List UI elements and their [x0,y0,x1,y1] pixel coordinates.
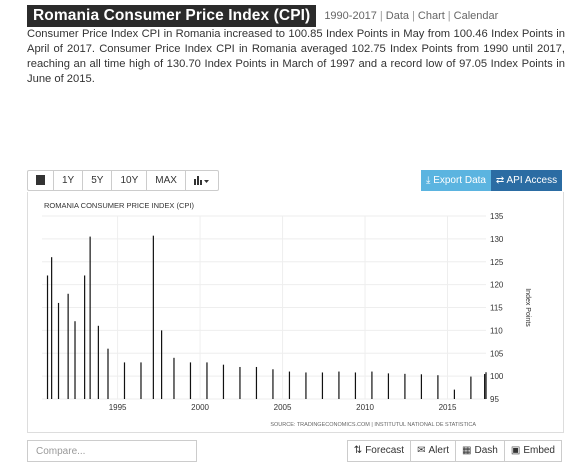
alert-icon: ✉ [417,445,426,456]
embed-button[interactable]: ▣ Embed [504,440,562,462]
page-title: Romania Consumer Price Index (CPI) [27,5,317,27]
footer-buttons: ⇅ Forecast ✉ Alert ▦ Dash ▣ Embed [346,440,562,462]
source-label: SOURCE: TRADINGECONOMICS.COM | INSTITUTU… [270,422,476,428]
y-tick-label: 135 [490,212,504,221]
cpi-bar [84,275,86,399]
cpi-bar [437,375,439,399]
y-tick-label: 110 [490,326,503,335]
range-10y-button[interactable]: 10Y [112,170,148,191]
forecast-button[interactable]: ⇅ Forecast [346,440,412,462]
cpi-bar [453,389,455,399]
cpi-bar [420,374,423,399]
y-tick-label: 100 [490,372,504,381]
cpi-bar [470,376,472,399]
y-tick-label: 125 [490,258,504,267]
api-access-label: API Access [506,175,558,186]
cpi-bar [206,362,208,399]
range-1y-button[interactable]: 1Y [54,170,84,191]
bar-chart-icon [193,175,209,185]
forecast-icon: ⇅ [353,445,363,456]
x-tick-label: 1995 [109,403,127,412]
cpi-bar [152,235,154,399]
cpi-bar [272,369,274,399]
separator: | [447,10,451,22]
swap-icon: ⇄ [495,175,505,186]
dash-label: Dash [474,445,498,456]
cpi-bar [354,372,357,399]
alert-label: Alert [428,445,450,456]
cpi-bar [67,293,69,399]
cpi-bar [371,371,373,399]
cpi-bar [107,348,109,399]
cpi-bar [189,362,192,399]
calendar-button[interactable] [27,170,54,191]
y-tick-label: 105 [490,349,504,358]
cpi-chart: ROMANIA CONSUMER PRICE INDEX (CPI) 95 100 1… [42,201,531,428]
embed-icon: ▣ [510,445,521,456]
x-tick-label: 2000 [191,403,209,412]
cpi-bar [404,373,406,399]
api-access-button[interactable]: ⇄ API Access [491,170,562,191]
cpi-bar [338,371,340,399]
y-tick-label: 115 [490,304,503,313]
cpi-bar [46,275,49,399]
cpi-bar [485,372,487,399]
cpi-bar [123,362,126,399]
link-data[interactable]: Data [385,10,410,22]
dash-button[interactable]: ▦ Dash [456,440,505,462]
x-tick-label: 2015 [439,403,457,412]
chart-container: ROMANIA CONSUMER PRICE INDEX (CPI) 95 100 1… [27,192,564,433]
cpi-bar [305,372,307,399]
chart-title: ROMANIA CONSUMER PRICE INDEX (CPI) [44,201,195,210]
link-calendar[interactable]: Calendar [453,10,499,22]
embed-label: Embed [523,445,555,456]
title-row: Romania Consumer Price Index (CPI) 1990-… [27,5,498,27]
cpi-bar [51,257,53,399]
y-tick-label: 95 [490,395,499,404]
x-tick-label: 2010 [356,403,374,412]
cpi-bar [387,373,390,399]
alert-button[interactable]: ✉ Alert [411,440,457,462]
cpi-bar [74,321,76,399]
cpi-bar [255,366,258,399]
cpi-bar [97,325,99,399]
title-links: 1990-2017 | Data | Chart | Calendar [324,10,498,22]
cpi-bar [161,330,163,399]
bottom-bar: ⇅Forecast ✉Alert ▦Dash ▣Embed [27,440,562,464]
description: Consumer Price Index CPI in Romania incr… [27,28,565,85]
chart-toolbar: 1Y 5Y 10Y MAX [27,170,219,191]
forecast-label: Forecast [365,445,405,456]
y-tick-label: 120 [490,281,504,290]
cpi-bar [288,371,291,399]
cpi-bar [57,302,60,399]
download-icon: ⤓ [425,175,431,186]
separator: | [412,10,415,22]
link-chart[interactable]: Chart [417,10,445,22]
y-tick-label: 130 [490,235,504,244]
chart-type-button[interactable] [185,170,219,191]
cpi-bar [140,362,142,399]
cpi-bar [173,357,175,399]
link-date-range[interactable]: 1990-2017 [324,10,377,22]
cpi-bar [239,366,241,399]
separator: | [379,10,383,22]
compare-input[interactable] [27,440,197,462]
calendar-icon [36,175,45,186]
x-tick-label: 2005 [274,403,292,412]
range-5y-button[interactable]: 5Y [83,170,113,191]
y-axis-label: Index Points [524,288,531,327]
export-data-label: Export Data [433,175,486,186]
cpi-bar [484,374,486,399]
export-data-button[interactable]: ⤓ Export Data [421,170,491,191]
cpi-bar [222,364,225,399]
cpi-bar [89,236,91,399]
range-max-button[interactable]: MAX [147,170,186,191]
cpi-bar [321,372,324,399]
dashboard-icon: ▦ [462,445,472,456]
